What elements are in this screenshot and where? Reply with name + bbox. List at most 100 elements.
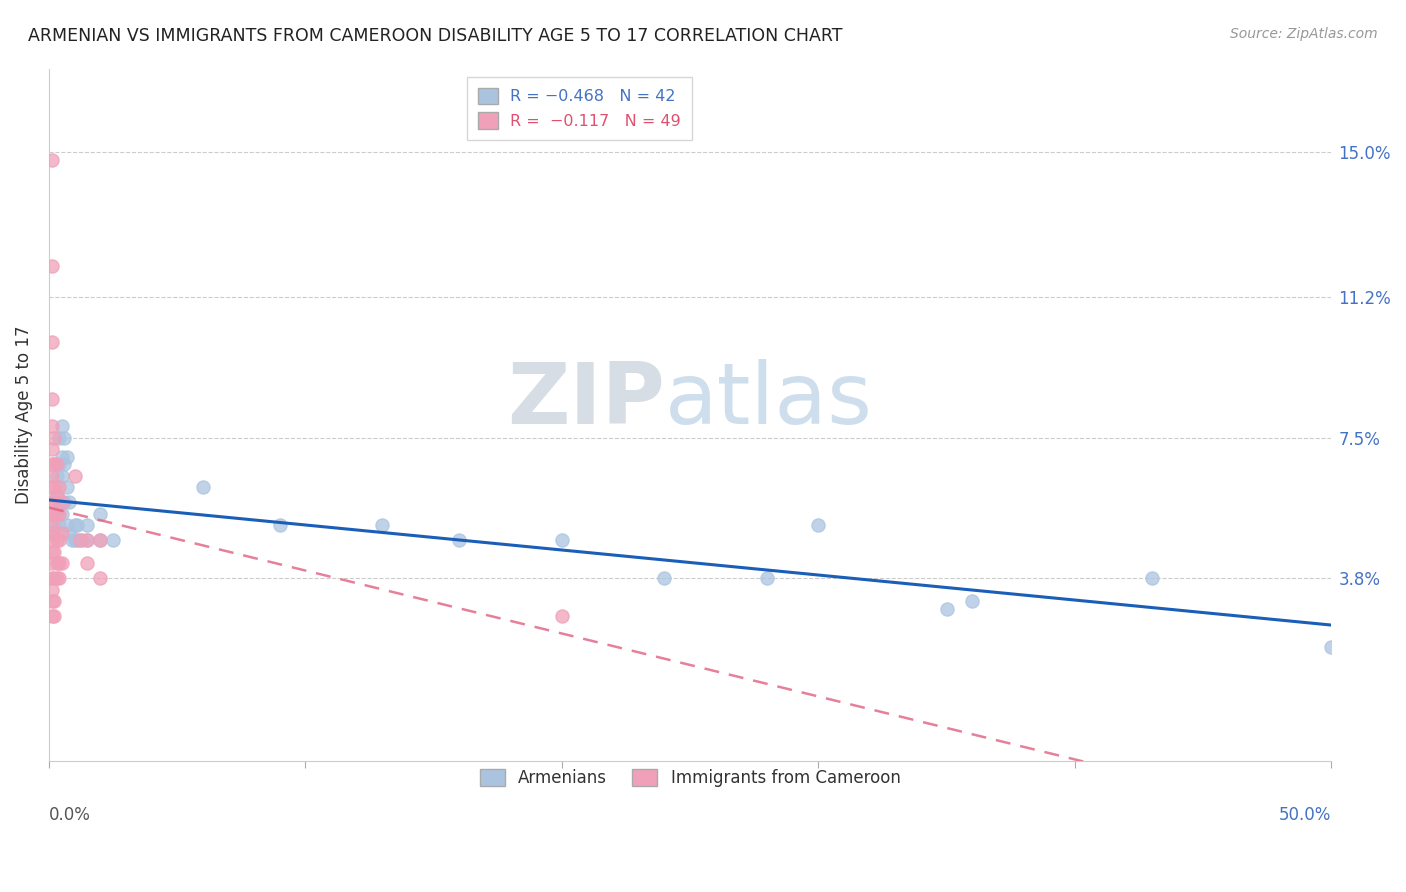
Y-axis label: Disability Age 5 to 17: Disability Age 5 to 17: [15, 326, 32, 504]
Point: [41, 525, 63, 540]
Point: [53, 495, 76, 509]
Point: [935, 601, 957, 615]
Point: [41, 544, 63, 558]
Point: [45, 571, 67, 585]
Point: [51, 468, 73, 483]
Point: [41, 556, 63, 570]
Point: [191, 480, 214, 494]
Point: [41, 480, 63, 494]
Point: [41, 457, 63, 471]
Point: [42, 594, 65, 608]
Point: [66, 533, 89, 548]
Point: [654, 571, 676, 585]
Point: [51, 419, 73, 434]
Point: [76, 556, 98, 570]
Point: [45, 468, 67, 483]
Point: [551, 533, 574, 548]
Point: [41, 392, 63, 407]
Point: [48, 518, 70, 533]
Point: [76, 518, 98, 533]
Point: [66, 518, 89, 533]
Point: [48, 480, 70, 494]
Point: [41, 533, 63, 548]
Point: [76, 533, 98, 548]
Point: [48, 533, 70, 548]
Point: [41, 518, 63, 533]
Point: [48, 430, 70, 444]
Point: [1140, 571, 1163, 585]
Point: [42, 609, 65, 624]
Point: [269, 518, 291, 533]
Point: [51, 450, 73, 464]
Point: [41, 153, 63, 167]
Point: [63, 468, 86, 483]
Point: [48, 507, 70, 521]
Point: [56, 518, 79, 533]
Text: Source: ZipAtlas.com: Source: ZipAtlas.com: [1230, 27, 1378, 41]
Point: [45, 533, 67, 548]
Point: [41, 507, 63, 521]
Text: 50.0%: 50.0%: [1279, 805, 1331, 824]
Point: [41, 609, 63, 624]
Point: [89, 571, 111, 585]
Point: [76, 533, 98, 548]
Point: [53, 457, 76, 471]
Point: [63, 533, 86, 548]
Point: [48, 495, 70, 509]
Text: ARMENIAN VS IMMIGRANTS FROM CAMEROON DISABILITY AGE 5 TO 17 CORRELATION CHART: ARMENIAN VS IMMIGRANTS FROM CAMEROON DIS…: [28, 27, 842, 45]
Point: [41, 260, 63, 274]
Point: [89, 533, 111, 548]
Point: [60, 533, 83, 548]
Point: [41, 582, 63, 597]
Point: [56, 480, 79, 494]
Point: [72, 533, 94, 548]
Text: atlas: atlas: [665, 359, 873, 442]
Point: [42, 544, 65, 558]
Point: [42, 457, 65, 471]
Point: [42, 430, 65, 444]
Point: [51, 525, 73, 540]
Point: [101, 533, 124, 548]
Point: [42, 518, 65, 533]
Point: [45, 507, 67, 521]
Point: [51, 507, 73, 521]
Text: ZIP: ZIP: [506, 359, 665, 442]
Point: [51, 495, 73, 509]
Point: [45, 556, 67, 570]
Point: [41, 468, 63, 483]
Point: [41, 571, 63, 585]
Point: [48, 457, 70, 471]
Point: [58, 525, 80, 540]
Point: [89, 533, 111, 548]
Point: [1320, 640, 1343, 654]
Point: [42, 495, 65, 509]
Point: [56, 450, 79, 464]
Point: [42, 480, 65, 494]
Legend: Armenians, Immigrants from Cameroon: Armenians, Immigrants from Cameroon: [474, 763, 907, 794]
Point: [48, 556, 70, 570]
Point: [58, 495, 80, 509]
Point: [756, 571, 779, 585]
Point: [45, 457, 67, 471]
Point: [42, 571, 65, 585]
Point: [63, 518, 86, 533]
Point: [42, 507, 65, 521]
Point: [45, 487, 67, 501]
Point: [42, 525, 65, 540]
Point: [45, 487, 67, 501]
Point: [41, 419, 63, 434]
Point: [551, 609, 574, 624]
Point: [371, 518, 394, 533]
Point: [807, 518, 830, 533]
Point: [449, 533, 471, 548]
Text: 0.0%: 0.0%: [49, 805, 91, 824]
Point: [53, 430, 76, 444]
Point: [962, 594, 984, 608]
Point: [48, 571, 70, 585]
Point: [41, 335, 63, 350]
Point: [89, 507, 111, 521]
Point: [69, 533, 91, 548]
Point: [41, 495, 63, 509]
Point: [41, 594, 63, 608]
Point: [51, 556, 73, 570]
